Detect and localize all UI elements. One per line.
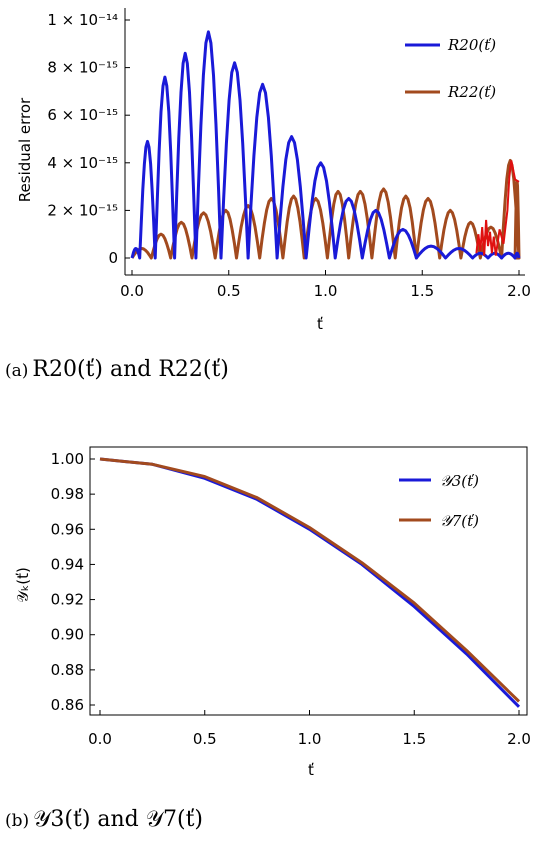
legend-label-r20: R20(ť): [447, 36, 496, 54]
caption-b-label: (b): [5, 811, 29, 831]
y-axis-label-a: Residual error: [16, 97, 34, 202]
caption-a-label: (a): [5, 361, 28, 381]
y-tick-label-b: 0.96: [51, 520, 84, 538]
chart-residual-error: Residual error ť R20(ť) R22(ť) (a) R20(ť)…: [5, 8, 531, 382]
x-tick-label-a: 1.0: [314, 282, 338, 300]
x-tick-label-a: 0.5: [217, 282, 241, 300]
y-tick-label-b: 0.86: [51, 696, 84, 714]
legend-label-r22: R22(ť): [447, 83, 496, 101]
y-tick-label-a: 0: [108, 249, 118, 267]
x-tick-label-b: 1.5: [402, 730, 426, 748]
x-tick-label-b: 1.0: [298, 730, 322, 748]
y-tick-label-b: 0.88: [51, 661, 84, 679]
legend-a: R20(ť) R22(ť): [405, 36, 496, 101]
plot-frame-b: [89, 446, 528, 716]
caption-a: (a) R20(ť) and R22(ť): [5, 357, 229, 382]
chart-approximate-solution: 𝒴ₖ(ť) ť 𝒴3(ť) 𝒴7(ť) (b) 𝒴3(ť) and 𝒴7(ť) 0…: [5, 446, 531, 832]
caption-b-text: 𝒴3(ť) and 𝒴7(ť): [33, 807, 203, 832]
legend-b: 𝒴3(ť) 𝒴7(ť): [399, 472, 479, 530]
x-axis-label-b: ť: [308, 761, 314, 779]
x-tick-label-a: 1.5: [410, 282, 434, 300]
y-tick-label-a: 2 × 10⁻¹⁵: [47, 201, 118, 219]
y-tick-label-a: 8 × 10⁻¹⁵: [47, 59, 118, 77]
x-axis-label-a: ť: [317, 315, 323, 333]
caption-a-text: R20(ť) and R22(ť): [32, 357, 229, 382]
y-tick-label-a: 4 × 10⁻¹⁵: [47, 154, 118, 172]
x-tick-label-b: 2.0: [507, 730, 531, 748]
x-tick-label-b: 0.0: [88, 730, 112, 748]
series-line-a-r22-overlay: [475, 160, 520, 256]
y-tick-label-b: 0.94: [51, 555, 84, 573]
x-tick-label-a: 0.0: [120, 282, 144, 300]
legend-label-y7: 𝒴7(ť): [440, 512, 479, 530]
caption-b: (b) 𝒴3(ť) and 𝒴7(ť): [5, 807, 203, 832]
y-tick-label-a: 6 × 10⁻¹⁵: [47, 106, 118, 124]
x-tick-label-a: 2.0: [507, 282, 531, 300]
legend-label-y3: 𝒴3(ť): [440, 472, 479, 490]
y-tick-label-b: 1.00: [51, 450, 84, 468]
series-line-b-y3: [99, 457, 521, 708]
series-line-b-y7: [99, 457, 521, 703]
y-axis-label-b: 𝒴ₖ(ť): [14, 567, 32, 603]
y-tick-label-b: 0.90: [51, 626, 84, 644]
series-line-a-r20: [130, 30, 521, 260]
x-tick-label-b: 0.5: [193, 730, 217, 748]
y-tick-label-a: 1 × 10⁻¹⁴: [47, 11, 118, 29]
y-tick-label-b: 0.92: [51, 591, 84, 609]
y-tick-label-b: 0.98: [51, 485, 84, 503]
